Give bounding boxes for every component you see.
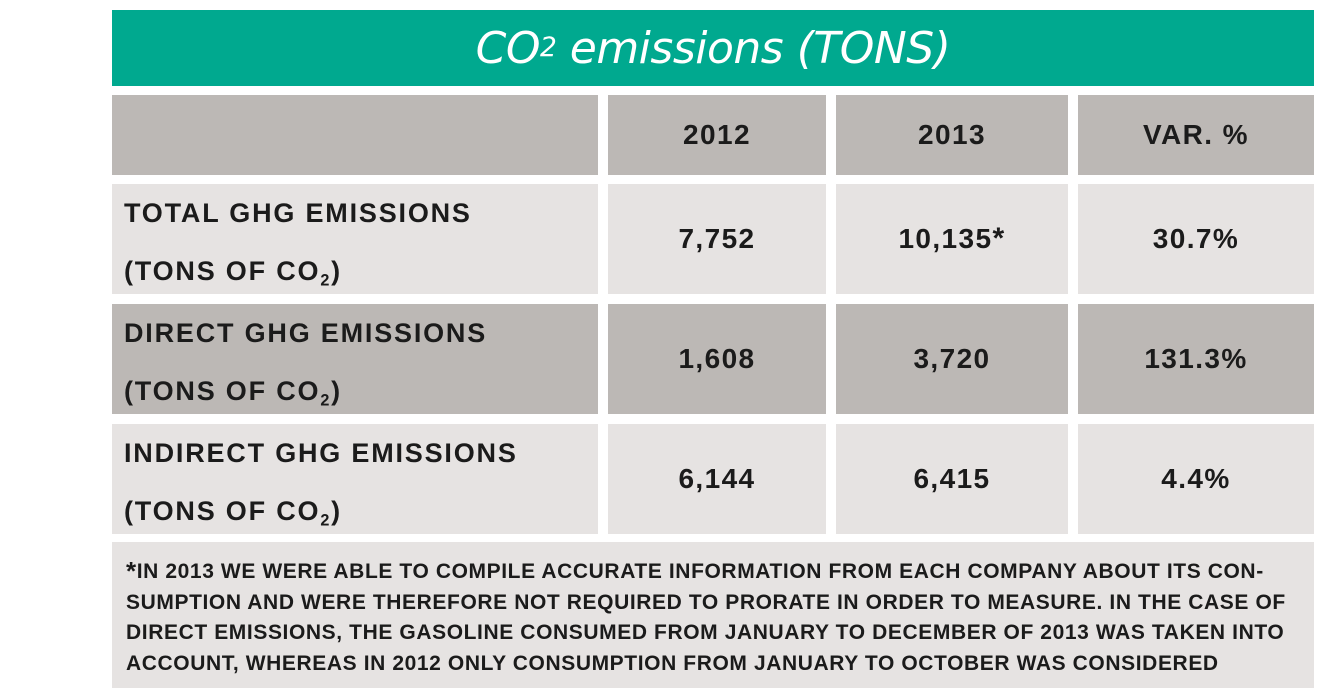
row-label-line2: (TONS OF CO2): [124, 496, 342, 530]
total-2013-cell: 10,135 *: [836, 184, 1068, 294]
header-blank-cell: [112, 95, 598, 175]
indirect-var-value: 4.4%: [1078, 424, 1314, 534]
direct-2012-value: 1,608: [608, 304, 826, 414]
title-co: CO: [475, 22, 541, 74]
indirect-2013-value: 6,415: [836, 424, 1068, 534]
row-label-line1: TOTAL GHG EMISSIONS: [124, 198, 472, 228]
direct-var-value: 131.3%: [1078, 304, 1314, 414]
footnote-mark: *: [992, 222, 1006, 255]
footnote-text: IN 2013 WE WERE ABLE TO COMPILE ACCURATE…: [126, 560, 1286, 675]
total-2012-value: 7,752: [608, 184, 826, 294]
row-label-total: TOTAL GHG EMISSIONS (TONS OF CO2): [112, 184, 598, 294]
row-label-line1: DIRECT GHG EMISSIONS: [124, 318, 488, 348]
header-2012: 2012: [608, 95, 826, 175]
row-label-direct: DIRECT GHG EMISSIONS (TONS OF CO2): [112, 304, 598, 414]
total-2013-value: 10,135: [898, 223, 993, 254]
row-label-indirect: INDIRECT GHG EMISSIONS (TONS OF CO2): [112, 424, 598, 534]
title-rest: emissions (TONS): [556, 22, 951, 74]
header-var: VAR. %: [1078, 95, 1314, 175]
direct-2013-value: 3,720: [836, 304, 1068, 414]
total-var-value: 30.7%: [1078, 184, 1314, 294]
table-title: CO 2 emissions (TONS): [112, 10, 1314, 86]
indirect-2012-value: 6,144: [608, 424, 826, 534]
row-label-line1: INDIRECT GHG EMISSIONS: [124, 438, 518, 468]
footnote: *IN 2013 WE WERE ABLE TO COMPILE ACCURAT…: [112, 542, 1314, 688]
row-label-line2: (TONS OF CO2): [124, 376, 342, 410]
header-2013: 2013: [836, 95, 1068, 175]
footnote-star: *: [126, 556, 137, 586]
row-label-line2: (TONS OF CO2): [124, 256, 342, 290]
